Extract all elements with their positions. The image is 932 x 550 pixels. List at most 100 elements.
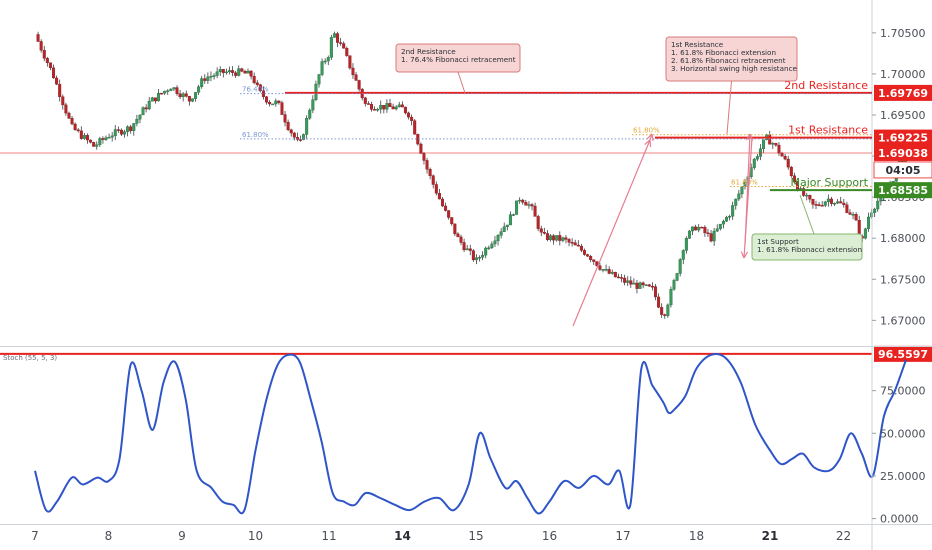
- candle-body: [302, 134, 306, 140]
- candle-body: [289, 129, 293, 134]
- candle-body: [277, 100, 281, 103]
- price-tick-label: 1.67000: [880, 314, 926, 327]
- time-tick-label: 11: [321, 529, 336, 543]
- candle-body: [644, 284, 648, 286]
- candle-body: [731, 205, 735, 217]
- candle-body: [249, 70, 253, 77]
- candle-body: [561, 237, 565, 241]
- candle-body: [440, 198, 444, 207]
- candle-body: [98, 138, 102, 145]
- candle-body: [811, 198, 815, 205]
- candle-body: [762, 139, 766, 149]
- candle-body: [243, 71, 247, 74]
- candle-body: [453, 223, 457, 235]
- candle-body: [342, 43, 346, 49]
- candle-body: [58, 84, 62, 97]
- candle-body: [305, 118, 309, 135]
- candle-body: [169, 88, 173, 91]
- price-tick-label: 1.68000: [880, 232, 926, 245]
- candle-body: [73, 123, 77, 131]
- candle-body: [653, 286, 657, 298]
- candle-body: [197, 86, 201, 93]
- candle-body: [403, 106, 407, 114]
- candle-body: [552, 235, 556, 241]
- candle-body: [873, 208, 877, 213]
- candle-body: [336, 33, 340, 43]
- candle-body: [231, 70, 235, 73]
- candle-body: [67, 112, 71, 119]
- candle-body: [354, 74, 358, 81]
- candle-body: [104, 137, 108, 140]
- candle-body: [187, 96, 191, 102]
- candle-body: [101, 138, 105, 140]
- candle-body: [607, 269, 611, 274]
- fib-level-label: 76.40%: [242, 86, 269, 94]
- candle-body: [298, 139, 302, 141]
- candle-body: [518, 199, 522, 202]
- candle-body: [478, 257, 482, 259]
- price-level-label: 2nd Resistance: [784, 79, 868, 92]
- fib-extension-arrow-up-head: [644, 139, 652, 148]
- candle-body: [626, 280, 630, 283]
- candle-body: [345, 48, 349, 56]
- candle-body: [752, 158, 756, 168]
- candle-body: [530, 204, 534, 207]
- candle-body: [508, 214, 512, 226]
- candle-body: [524, 202, 528, 206]
- candle-body: [48, 62, 52, 69]
- candle-body: [419, 143, 423, 154]
- candle-body: [666, 304, 670, 316]
- candle-body: [536, 216, 540, 229]
- candle-body: [684, 238, 688, 251]
- candle-body: [740, 186, 744, 195]
- annotation-leader-line: [457, 71, 466, 94]
- candle-body: [200, 78, 204, 87]
- candle-body: [499, 231, 503, 236]
- candle-body: [601, 269, 605, 271]
- candle-body: [447, 210, 451, 218]
- candle-body: [428, 169, 432, 176]
- candle-body: [623, 277, 627, 283]
- candle-body: [237, 68, 241, 76]
- candle-body: [700, 226, 704, 229]
- candle-body: [829, 198, 833, 204]
- price-tick-label: 1.70500: [880, 27, 926, 40]
- candle-body: [817, 204, 821, 206]
- candle-body: [589, 256, 593, 260]
- candle-body: [471, 250, 475, 261]
- candle-body: [92, 142, 96, 147]
- candle-body: [465, 248, 469, 251]
- candle-body: [218, 69, 222, 73]
- candle-body: [339, 42, 343, 44]
- annotation-box: [751, 233, 863, 261]
- oscillator-panel[interactable]: 96.5597 Stoch (55, 5, 3): [0, 345, 932, 515]
- candle-body: [786, 158, 790, 168]
- candle-body: [351, 67, 355, 76]
- candle-body: [376, 109, 380, 111]
- candle-body: [728, 216, 732, 218]
- candle-body: [586, 254, 590, 257]
- candle-body: [848, 212, 852, 215]
- time-tick-label: 18: [689, 529, 704, 543]
- candle-body: [379, 105, 383, 110]
- candle-body: [240, 68, 244, 72]
- fib-level-label: 61.80%: [242, 131, 269, 139]
- candle-body: [650, 286, 654, 288]
- candle-body: [527, 204, 531, 206]
- candle-body: [224, 71, 228, 74]
- time-tick-label: 7: [31, 529, 39, 543]
- candle-body: [777, 144, 781, 154]
- candle-body: [703, 227, 707, 234]
- candle-body: [638, 282, 642, 289]
- candle-body: [61, 96, 65, 106]
- candle-body: [709, 233, 713, 242]
- candle-body: [450, 217, 454, 225]
- candle-body: [842, 202, 846, 205]
- candle-body: [135, 118, 139, 124]
- time-tick-label: 15: [468, 529, 483, 543]
- candle-body: [768, 134, 772, 145]
- price-level-label: 1st Resistance: [788, 124, 868, 137]
